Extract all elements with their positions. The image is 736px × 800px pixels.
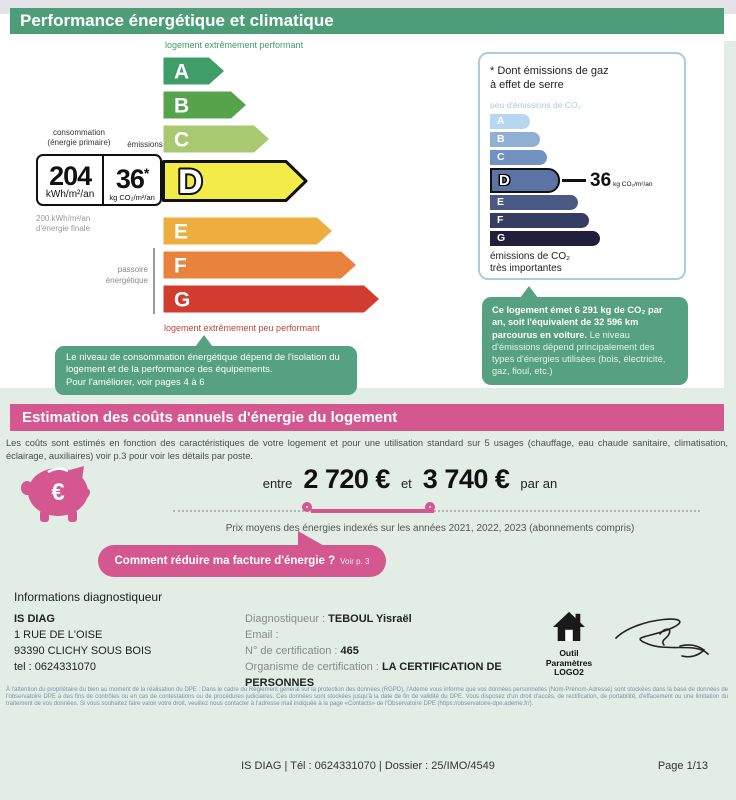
emissions-value: 36* (115, 163, 150, 194)
and-word: et (400, 476, 412, 491)
emissions-unit: kg CO₂/m²/an (109, 192, 155, 202)
co2-scale: A B C D 36 kg CO₂/m²/an E F G (490, 114, 674, 246)
cost-description: Les coûts sont estimés en fonction des c… (6, 438, 728, 461)
diagnostician-email-row: Email : (245, 629, 279, 641)
primary-energy-cell: 204 kWh/m²/an (38, 156, 105, 204)
energy-class-arrow-D: D (162, 160, 381, 203)
co2-bar-E: E (490, 195, 674, 210)
company-phone: tel : 0624331070 (14, 661, 96, 673)
cost-range-min-knob (302, 502, 312, 512)
certification-org-row: Organisme de certification : LA CERTIFIC… (245, 661, 502, 689)
svg-text:A: A (174, 61, 189, 84)
energy-sieve-bracket (153, 248, 155, 314)
emissions-cell: 36* kg CO₂/m²/an (104, 156, 160, 204)
energy-class-arrow-G: G (162, 284, 381, 314)
annual-cost-line: entre 2 720 € et 3 740 € par an (130, 464, 690, 495)
co2-high-label: émissions de CO₂ très importantes (490, 251, 571, 274)
per-year-word: par an (520, 476, 558, 491)
energy-class-arrow-A: A (162, 56, 381, 86)
svg-text:F: F (174, 255, 187, 278)
energy-class-arrow-E: E (162, 216, 381, 246)
section-title-energy-performance: Performance énergétique et climatique (10, 8, 724, 34)
svg-text:C: C (174, 129, 189, 152)
co2-bar-G: G (490, 231, 674, 246)
energy-class-arrow-F: F (162, 250, 381, 280)
diagnostician-section-title: Informations diagnostiqueur (14, 590, 163, 604)
svg-text:G: G (174, 289, 190, 312)
section-title-cost-estimation: Estimation des coûts annuels d'énergie d… (10, 404, 724, 431)
diagnostician-company-block: IS DIAG 1 RUE DE L'OISE 93390 CLICHY SOU… (14, 611, 151, 675)
energy-sieve-label: passoire énergétique (105, 265, 148, 285)
reduce-bill-bubble: Comment réduire ma facture d'énergie ? V… (98, 531, 386, 577)
certifier-logo-block: Outil Paramètres LOGO2 (536, 610, 602, 678)
emissions-column-header: émissions (127, 140, 163, 149)
reduce-bill-page-ref: Voir p. 3 (340, 556, 370, 566)
svg-text:B: B (174, 95, 189, 118)
cost-range-track (173, 510, 700, 512)
certification-number-row: N° de certification : 465 (245, 645, 359, 657)
footer-page-number: Page 1/13 (657, 759, 708, 772)
signature-image (610, 612, 714, 673)
co2-bar-D: D 36 kg CO₂/m²/an (490, 168, 674, 193)
footer-reference: IS DIAG | Tél : 0624331070 | Dossier : 2… (241, 759, 495, 772)
company-address-line1: 1 RUE DE L'OISE (14, 629, 103, 641)
company-address-line2: 93390 CLICHY SOUS BOIS (14, 645, 152, 657)
house-icon (551, 611, 587, 646)
company-name: IS DIAG (14, 613, 55, 625)
co2-bar-B: B (490, 132, 674, 147)
legal-rgpd-text: À l'attention du propriétaire du bien au… (6, 687, 728, 707)
consumption-unit: kWh/m²/an (45, 188, 95, 200)
max-cost-value: 3 740 € (422, 464, 510, 494)
cost-range-max-knob (425, 502, 435, 512)
diagnostician-details-block: Diagnostiqueur : TEBOUL Yisraël Email : … (245, 611, 545, 691)
svg-text:E: E (174, 221, 188, 244)
worst-performance-label: logement extrêmement peu performant (164, 323, 320, 333)
certifier-logo-text: Outil Paramètres LOGO2 (545, 648, 593, 677)
energy-class-arrow-B: B (162, 90, 381, 120)
cost-range-fill (311, 509, 434, 513)
svg-text:€: € (51, 479, 64, 506)
energy-class-arrow-C: C (162, 124, 381, 154)
co2-note-bold: Ce logement émet 6 291 kg de CO₂ par an,… (492, 305, 663, 340)
piggy-bank-icon: € (18, 462, 94, 531)
co2-low-label: peu d'émissions de CO₂ (490, 100, 581, 110)
co2-panel-title: * Dont émissions de gaz à effet de serre (490, 65, 609, 91)
consumption-value: 204 (49, 160, 92, 191)
co2-current-value: 36 kg CO₂/m²/an (590, 169, 653, 191)
co2-note-rest: Le niveau d'émissions dépend principalem… (492, 329, 666, 377)
co2-bar-F: F (490, 213, 674, 228)
svg-text:D: D (178, 163, 203, 201)
emissions-asterisk: * (143, 164, 150, 181)
energy-advice-bubble: Le niveau de consommation énergétique dé… (55, 335, 357, 395)
between-word: entre (262, 476, 293, 491)
consumption-column-header: consommation (énergie primaire) (47, 128, 111, 147)
price-index-note: Prix moyens des énergies indexés sur les… (225, 523, 635, 534)
final-energy-note: 200 kWh/m²/an d'énergie finale (36, 214, 91, 233)
min-cost-value: 2 720 € (303, 464, 390, 494)
co2-bar-C: C (490, 150, 674, 165)
co2-emissions-panel: * Dont émissions de gaz à effet de serre… (478, 52, 686, 280)
co2-advice-bubble: Ce logement émet 6 291 kg de CO₂ par an,… (482, 286, 688, 385)
best-performance-label: logement extrêmement performant (165, 40, 304, 50)
co2-bar-A: A (490, 114, 674, 129)
diagnostician-name-row: Diagnostiqueur : TEBOUL Yisraël (245, 613, 412, 625)
co2-value-connector (562, 179, 586, 182)
reduce-bill-question: Comment réduire ma facture d'énergie ? (114, 555, 336, 567)
energy-values-box: 204 kWh/m²/an 36* kg CO₂/m²/an (36, 154, 162, 206)
